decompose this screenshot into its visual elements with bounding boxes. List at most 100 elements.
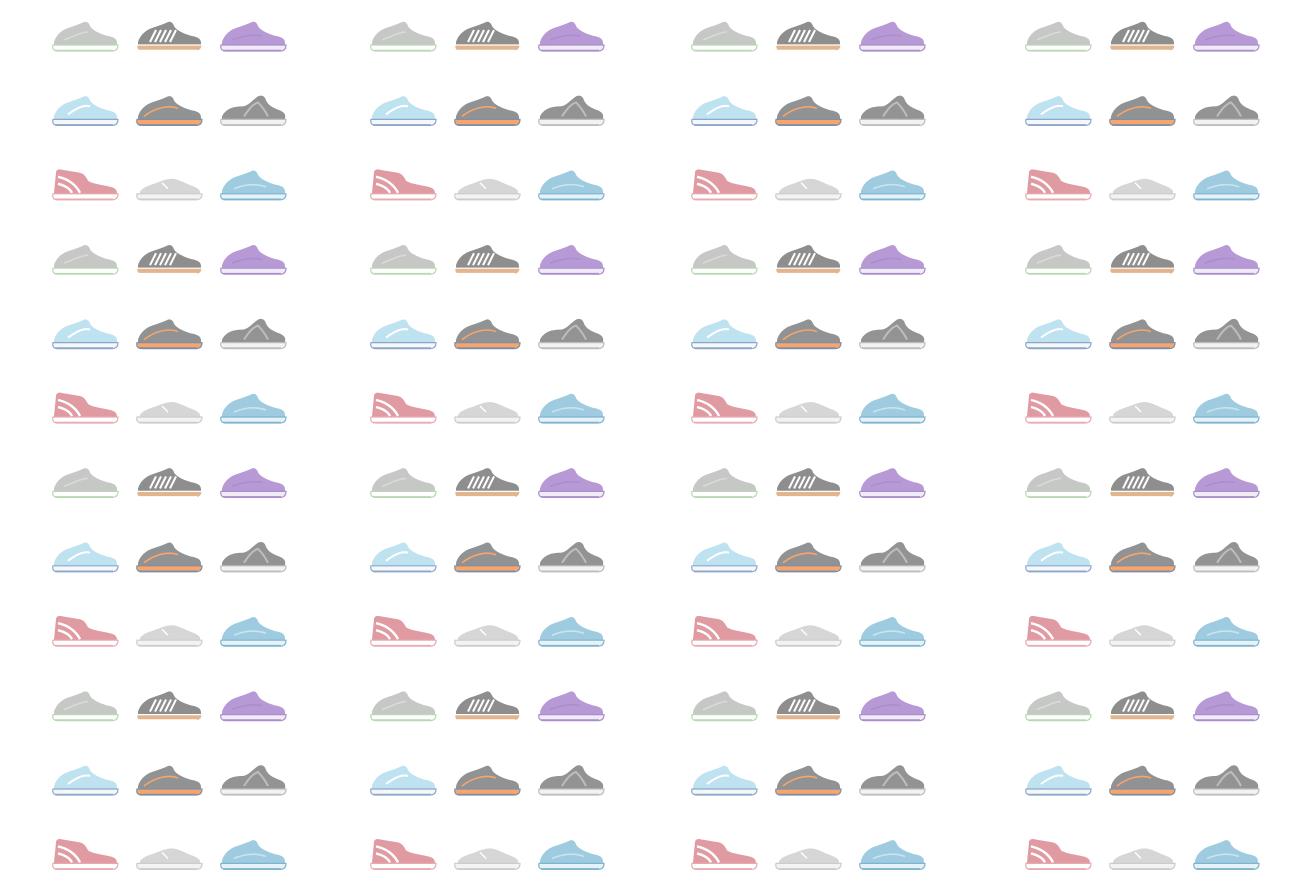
dark-grey-sock-sneaker-icon — [1193, 95, 1260, 127]
grey-runner-icon — [1025, 244, 1092, 275]
light-grey-plimsoll-icon — [454, 178, 521, 201]
grey-orange-sole-runner-icon — [775, 765, 842, 796]
dark-grey-sock-sneaker-icon — [220, 95, 287, 127]
light-grey-plimsoll-icon — [136, 402, 203, 424]
light-grey-plimsoll-icon — [1109, 848, 1176, 871]
purple-runner-icon — [538, 468, 605, 498]
blue-knit-runner-icon — [220, 840, 287, 871]
dark-grey-sock-sneaker-icon — [538, 765, 605, 796]
light-blue-runner-icon — [370, 319, 437, 350]
light-blue-runner-icon — [52, 542, 119, 573]
pink-high-top-icon — [370, 392, 437, 424]
light-blue-runner-icon — [52, 765, 119, 796]
dark-grey-sock-sneaker-icon — [1193, 542, 1260, 573]
purple-runner-icon — [1193, 468, 1260, 498]
grey-runner-icon — [1025, 468, 1092, 498]
dark-grey-sock-sneaker-icon — [538, 95, 605, 127]
blue-knit-runner-icon — [220, 170, 287, 201]
grey-orange-sole-runner-icon — [1109, 765, 1176, 796]
dark-grey-striped-sneaker-icon — [775, 244, 842, 275]
dark-grey-sock-sneaker-icon — [538, 542, 605, 573]
grey-runner-icon — [1025, 21, 1092, 52]
light-blue-runner-icon — [52, 96, 119, 127]
dark-grey-sock-sneaker-icon — [1193, 765, 1260, 796]
pink-high-top-icon — [370, 169, 437, 201]
dark-grey-sock-sneaker-icon — [859, 765, 926, 796]
grey-orange-sole-runner-icon — [1109, 96, 1176, 127]
dark-grey-sock-sneaker-icon — [859, 318, 926, 350]
dark-grey-striped-sneaker-icon — [454, 691, 521, 722]
light-blue-runner-icon — [370, 542, 437, 573]
pink-high-top-icon — [691, 169, 758, 201]
blue-knit-runner-icon — [1193, 393, 1260, 424]
light-blue-runner-icon — [1025, 765, 1092, 796]
pink-high-top-icon — [1025, 839, 1092, 871]
blue-knit-runner-icon — [859, 840, 926, 871]
dark-grey-striped-sneaker-icon — [1109, 468, 1176, 498]
blue-knit-runner-icon — [859, 616, 926, 647]
dark-grey-striped-sneaker-icon — [1109, 21, 1176, 52]
purple-runner-icon — [1193, 21, 1260, 52]
grey-runner-icon — [52, 468, 119, 498]
purple-runner-icon — [859, 21, 926, 52]
light-grey-plimsoll-icon — [454, 625, 521, 647]
blue-knit-runner-icon — [220, 393, 287, 424]
pink-high-top-icon — [52, 392, 119, 424]
grey-runner-icon — [691, 244, 758, 275]
grey-orange-sole-runner-icon — [136, 542, 203, 573]
dark-grey-sock-sneaker-icon — [538, 318, 605, 350]
dark-grey-striped-sneaker-icon — [1109, 244, 1176, 275]
light-blue-runner-icon — [691, 96, 758, 127]
purple-runner-icon — [538, 244, 605, 275]
pink-high-top-icon — [52, 839, 119, 871]
grey-orange-sole-runner-icon — [136, 765, 203, 796]
grey-runner-icon — [370, 468, 437, 498]
blue-knit-runner-icon — [859, 393, 926, 424]
grey-orange-sole-runner-icon — [775, 96, 842, 127]
purple-runner-icon — [220, 691, 287, 722]
grey-runner-icon — [691, 691, 758, 722]
light-blue-runner-icon — [370, 765, 437, 796]
grey-runner-icon — [52, 244, 119, 275]
dark-grey-striped-sneaker-icon — [136, 691, 203, 722]
grey-runner-icon — [1025, 691, 1092, 722]
blue-knit-runner-icon — [220, 616, 287, 647]
blue-knit-runner-icon — [1193, 840, 1260, 871]
dark-grey-striped-sneaker-icon — [775, 468, 842, 498]
light-grey-plimsoll-icon — [136, 848, 203, 871]
grey-orange-sole-runner-icon — [136, 319, 203, 350]
pink-high-top-icon — [691, 615, 758, 647]
pink-high-top-icon — [691, 839, 758, 871]
light-grey-plimsoll-icon — [775, 178, 842, 201]
purple-runner-icon — [220, 468, 287, 498]
grey-orange-sole-runner-icon — [454, 319, 521, 350]
shoe-grid — [52, 21, 1260, 871]
purple-runner-icon — [538, 21, 605, 52]
purple-runner-icon — [859, 468, 926, 498]
light-blue-runner-icon — [52, 319, 119, 350]
pink-high-top-icon — [370, 839, 437, 871]
purple-runner-icon — [859, 244, 926, 275]
grey-runner-icon — [370, 21, 437, 52]
pink-high-top-icon — [1025, 392, 1092, 424]
light-grey-plimsoll-icon — [136, 178, 203, 201]
light-blue-runner-icon — [1025, 542, 1092, 573]
dark-grey-sock-sneaker-icon — [1193, 318, 1260, 350]
grey-runner-icon — [370, 691, 437, 722]
dark-grey-striped-sneaker-icon — [454, 244, 521, 275]
dark-grey-striped-sneaker-icon — [775, 21, 842, 52]
grey-orange-sole-runner-icon — [454, 765, 521, 796]
dark-grey-sock-sneaker-icon — [220, 318, 287, 350]
blue-knit-runner-icon — [1193, 170, 1260, 201]
grey-runner-icon — [691, 21, 758, 52]
purple-runner-icon — [1193, 244, 1260, 275]
grey-orange-sole-runner-icon — [136, 96, 203, 127]
purple-runner-icon — [220, 244, 287, 275]
grey-orange-sole-runner-icon — [454, 542, 521, 573]
grey-orange-sole-runner-icon — [775, 542, 842, 573]
grey-runner-icon — [370, 244, 437, 275]
light-blue-runner-icon — [691, 765, 758, 796]
grey-runner-icon — [52, 691, 119, 722]
